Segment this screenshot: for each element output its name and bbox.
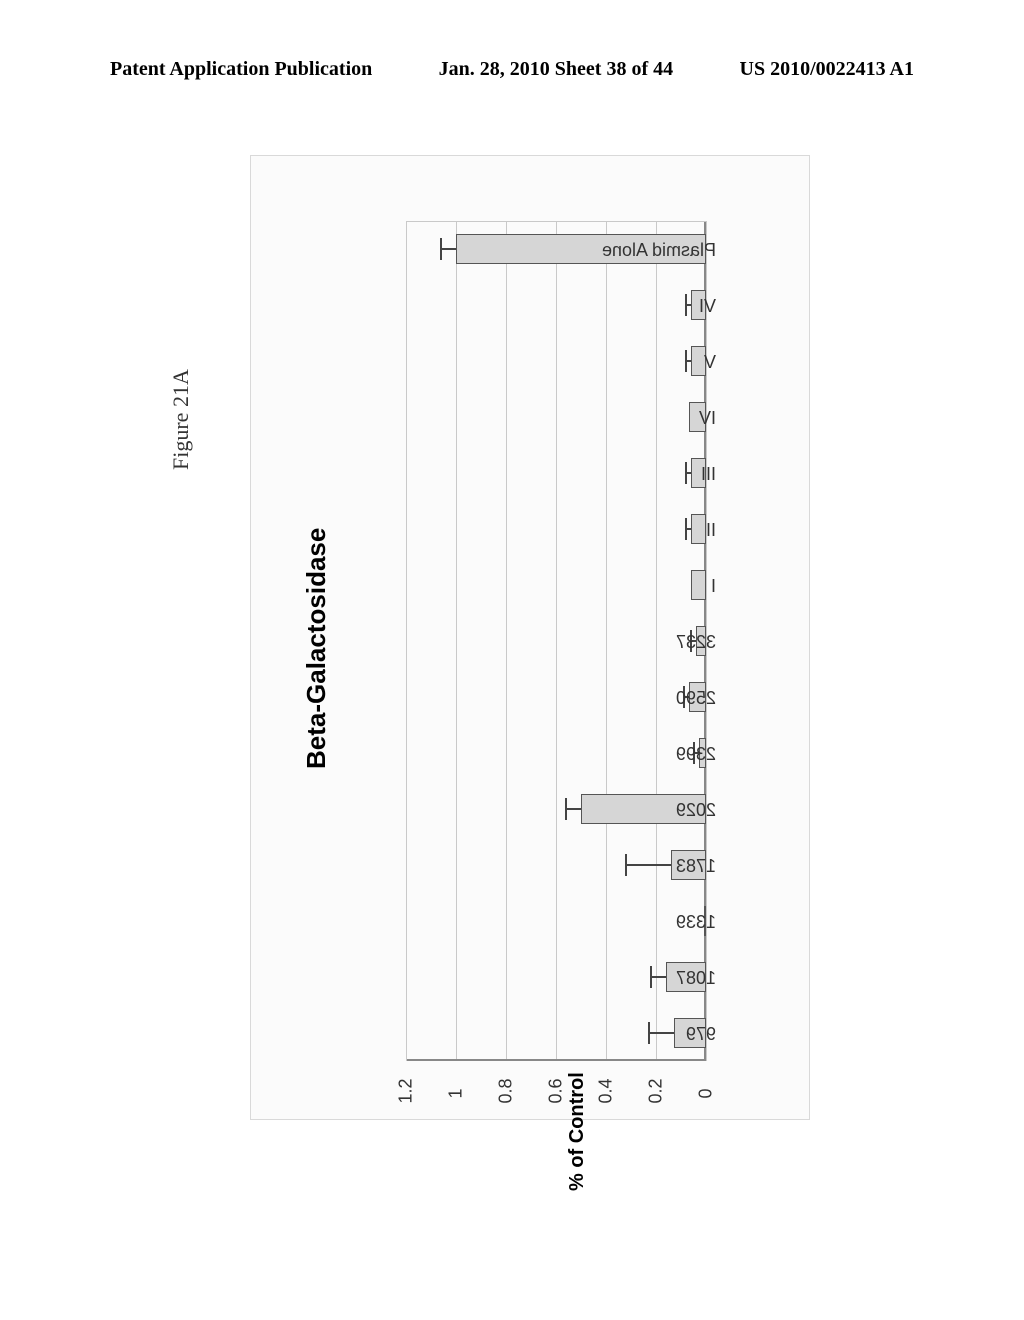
error-cap (685, 294, 687, 316)
error-cap (685, 350, 687, 372)
gridline (456, 221, 457, 1061)
chart-title: Beta-Galactosidase (301, 527, 332, 768)
error-cap (685, 518, 687, 540)
error-bar (626, 864, 671, 866)
error-bar (441, 248, 456, 250)
y-tick-label: 0.6 (546, 1084, 567, 1104)
error-bar (649, 1032, 674, 1034)
category-label: 979 (686, 1024, 716, 1045)
gridline (556, 221, 557, 1061)
category-label: VI (699, 296, 716, 317)
y-tick-label: 0 (696, 1084, 717, 1104)
gridline (656, 221, 657, 1061)
category-label: 3237 (676, 632, 716, 653)
category-label: 2029 (676, 800, 716, 821)
category-label: V (704, 352, 716, 373)
error-cap (565, 798, 567, 820)
y-tick-label: 0.4 (596, 1084, 617, 1104)
category-label: 2590 (676, 688, 716, 709)
category-label: III (701, 464, 716, 485)
category-label: 1087 (676, 968, 716, 989)
error-cap (648, 1022, 650, 1044)
axis-line (406, 1059, 706, 1061)
gridline (606, 221, 607, 1061)
error-cap (650, 966, 652, 988)
category-label: 2399 (676, 744, 716, 765)
y-tick-label: 0.8 (496, 1084, 517, 1104)
chart-container: Beta-Galactosidase % of Control 00.20.40… (250, 155, 810, 1120)
axis-line (406, 221, 706, 222)
category-label: 1339 (676, 912, 716, 933)
category-label: IV (699, 408, 716, 429)
error-cap (625, 854, 627, 876)
category-label: II (706, 520, 716, 541)
gridline (506, 221, 507, 1061)
figure-label: Figure 21A (168, 369, 194, 470)
bar (691, 570, 706, 601)
error-bar (651, 976, 666, 978)
y-tick-label: 1 (446, 1084, 467, 1104)
page-header: Patent Application Publication Jan. 28, … (0, 58, 1024, 81)
header-center: Jan. 28, 2010 Sheet 38 of 44 (439, 58, 673, 81)
y-axis-label: % of Control (566, 1072, 589, 1191)
error-cap (685, 462, 687, 484)
y-tick-label: 0.2 (646, 1084, 667, 1104)
error-bar (566, 808, 581, 810)
header-left: Patent Application Publication (110, 58, 372, 81)
axis-line (406, 221, 407, 1061)
header-right: US 2010/0022413 A1 (740, 58, 914, 81)
category-label: I (711, 576, 716, 597)
category-label: Plasmid Alone (602, 240, 716, 261)
bar (691, 514, 706, 545)
y-tick-label: 1.2 (396, 1084, 417, 1104)
error-cap (440, 238, 442, 260)
category-label: 1783 (676, 856, 716, 877)
plot-area (406, 221, 706, 1061)
